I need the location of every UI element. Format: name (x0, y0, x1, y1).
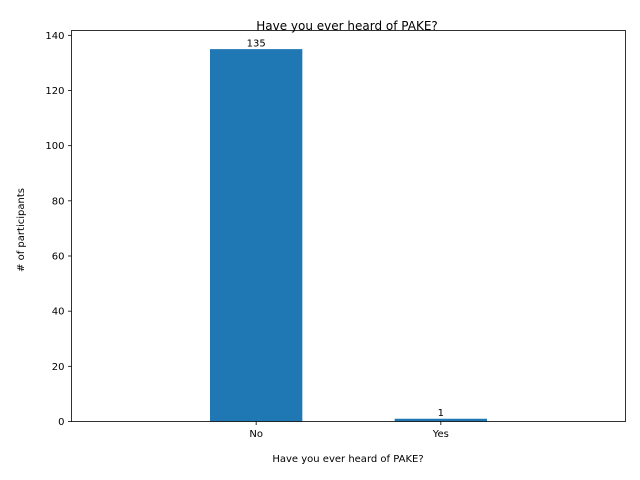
y-axis-label: # of participants (16, 188, 27, 272)
y-tick-label: 120 (45, 86, 64, 97)
plot-frame (71, 30, 626, 422)
y-tick-label: 20 (52, 362, 65, 373)
x-tick-label: Yes (432, 429, 449, 440)
ticks-layer: No Yes 0 20 40 60 80 100 120 140 (45, 31, 449, 440)
y-tick-label: 0 (58, 417, 64, 428)
y-tick-label: 100 (45, 141, 64, 152)
chart-title: Have you ever heard of PAKE? (256, 19, 438, 33)
bar-yes (394, 418, 487, 422)
bar-no (210, 49, 303, 422)
y-tick-label: 60 (52, 251, 65, 262)
x-tick-label: No (249, 429, 263, 440)
data-label-yes: 1 (438, 408, 444, 419)
y-tick-label: 140 (45, 31, 64, 42)
x-axis-label: Have you ever heard of PAKE? (272, 454, 423, 465)
y-tick-label: 40 (52, 307, 65, 318)
bars-layer: 135 1 (210, 39, 487, 422)
y-tick-label: 80 (52, 196, 65, 207)
data-label-no: 135 (247, 39, 266, 50)
